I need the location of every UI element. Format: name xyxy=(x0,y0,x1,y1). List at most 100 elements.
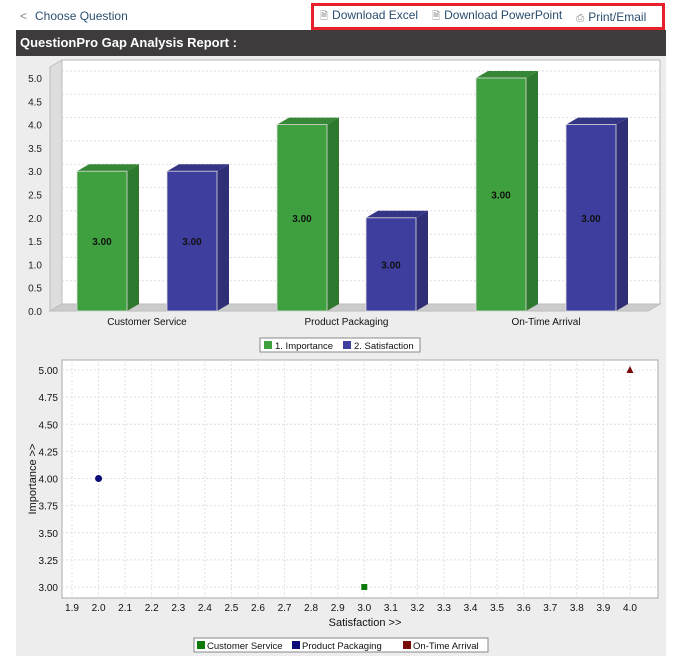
download-powerpoint-link[interactable]: 🗎 Download PowerPoint xyxy=(432,8,562,26)
bar-y-tick-label: 4.0 xyxy=(28,121,42,132)
scatter-x-tick-label: 3.8 xyxy=(570,603,584,614)
bar-top xyxy=(476,71,538,78)
bar-y-tick-label: 1.0 xyxy=(28,260,42,271)
scatter-y-tick-label: 4.75 xyxy=(39,393,59,404)
bar-y-tick-label: 2.5 xyxy=(28,191,42,202)
excel-label: Download Excel xyxy=(332,7,419,22)
chevron-left-icon: < xyxy=(20,9,28,23)
bar xyxy=(565,124,617,312)
scatter-x-tick-label: 3.1 xyxy=(384,603,398,614)
scatter-x-tick-label: 2.2 xyxy=(145,603,159,614)
legend-label: Product Packaging xyxy=(302,641,382,652)
scatter-x-tick-label: 2.4 xyxy=(198,603,212,614)
download-excel-link[interactable]: 🗎 Download Excel xyxy=(320,8,418,26)
scatter-y-tick-label: 3.25 xyxy=(39,556,59,567)
bar-side xyxy=(416,210,428,311)
scatter-x-tick-label: 4.0 xyxy=(623,603,637,614)
bar-top xyxy=(366,210,428,218)
printer-icon: ⎙ xyxy=(576,12,585,24)
legend-label: 2. Satisfaction xyxy=(354,341,414,352)
scatter-x-tick-label: 2.5 xyxy=(224,603,238,614)
scatter-x-tick-label: 2.8 xyxy=(304,603,318,614)
scatter-x-tick-label: 3.4 xyxy=(464,603,478,614)
bar-category-label: Customer Service xyxy=(107,317,187,328)
bar-data-label: 3.00 xyxy=(581,214,601,225)
bar-top xyxy=(77,164,139,172)
scatter-x-tick-label: 3.6 xyxy=(517,603,531,614)
bar xyxy=(365,217,417,312)
scatter-x-tick-label: 3.0 xyxy=(357,603,371,614)
bar xyxy=(475,77,527,312)
bar-side xyxy=(217,164,229,311)
bar-y-tick-label: 4.5 xyxy=(28,97,42,108)
scatter-x-tick-label: 3.9 xyxy=(596,603,610,614)
scatter-x-tick-label: 2.3 xyxy=(171,603,185,614)
legend-swatch xyxy=(264,341,272,349)
scatter-y-axis-label: Importance >> xyxy=(27,444,39,515)
bar-side xyxy=(127,164,139,311)
scatter-x-tick-label: 3.2 xyxy=(410,603,424,614)
scatter-y-tick-label: 5.00 xyxy=(39,366,59,377)
scatter-y-tick-label: 4.25 xyxy=(39,447,59,458)
bar xyxy=(166,170,218,312)
bar-y-tick-label: 2.0 xyxy=(28,214,42,225)
legend-label: 1. Importance xyxy=(275,341,333,352)
bar-top xyxy=(167,164,229,172)
bar-category-label: On-Time Arrival xyxy=(511,317,580,328)
export-actions: 🗎 Download Excel 🗎 Download PowerPoint ⎙ Pr… xyxy=(311,3,665,30)
scatter-x-tick-label: 2.9 xyxy=(331,603,345,614)
bar-side xyxy=(616,117,628,311)
top-bar: < Choose Question 🗎 Download Excel 🗎 Downlo… xyxy=(0,0,685,34)
ppt-file-icon: 🗎 xyxy=(432,10,441,22)
bar-data-label: 3.00 xyxy=(381,260,401,271)
ppt-label: Download PowerPoint xyxy=(444,7,563,22)
scatter-x-tick-label: 2.1 xyxy=(118,603,132,614)
excel-file-icon: 🗎 xyxy=(320,10,329,22)
back-label: Choose Question xyxy=(35,9,128,23)
scatter-x-tick-label: 1.9 xyxy=(65,603,79,614)
bar-y-tick-label: 3.0 xyxy=(28,167,42,178)
bar-y-tick-label: 3.5 xyxy=(28,144,42,155)
print-email-link[interactable]: ⎙ Print/Email xyxy=(576,10,646,24)
bar xyxy=(276,124,328,312)
legend-swatch xyxy=(292,641,300,649)
legend-swatch xyxy=(343,341,351,349)
bar-data-label: 3.00 xyxy=(182,237,202,248)
scatter-point xyxy=(95,475,103,482)
scatter-x-tick-label: 3.7 xyxy=(543,603,557,614)
legend-swatch xyxy=(197,641,205,649)
bar-plot-wall xyxy=(49,59,63,312)
scatter-y-tick-label: 3.75 xyxy=(39,502,59,513)
scatter-x-tick-label: 2.6 xyxy=(251,603,265,614)
scatter-legend xyxy=(193,637,489,653)
bar-y-tick-label: 1.5 xyxy=(28,237,42,248)
scatter-point xyxy=(626,366,634,373)
scatter-x-tick-label: 2.7 xyxy=(278,603,292,614)
bar-y-tick-label: 0.0 xyxy=(28,307,42,318)
bar-side xyxy=(327,117,339,311)
print-label: Print/Email xyxy=(588,9,647,24)
scatter-y-tick-label: 3.00 xyxy=(39,583,59,594)
legend-label: On-Time Arrival xyxy=(413,641,479,652)
bar-data-label: 3.00 xyxy=(292,214,312,225)
choose-question-link[interactable]: < Choose Question xyxy=(20,9,128,23)
bar-top xyxy=(277,117,339,125)
bar-category-label: Product Packaging xyxy=(305,317,389,328)
scatter-x-tick-label: 2.0 xyxy=(92,603,106,614)
bar xyxy=(76,170,128,312)
bar-data-label: 3.00 xyxy=(491,191,511,202)
bar-top xyxy=(566,117,628,125)
bar-y-tick-label: 5.0 xyxy=(28,74,42,85)
legend-swatch xyxy=(403,641,411,649)
scatter-x-tick-label: 3.5 xyxy=(490,603,504,614)
bar-side xyxy=(526,71,538,311)
bar-data-label: 3.00 xyxy=(92,237,112,248)
bar-y-tick-label: 0.5 xyxy=(28,284,42,295)
scatter-x-axis-label: Satisfaction >> xyxy=(329,617,402,629)
scatter-y-tick-label: 4.00 xyxy=(39,475,59,486)
scatter-x-tick-label: 3.3 xyxy=(437,603,451,614)
legend-label: Customer Service xyxy=(207,641,283,652)
report-title: QuestionPro Gap Analysis Report : xyxy=(16,30,666,56)
scatter-point xyxy=(361,584,368,590)
